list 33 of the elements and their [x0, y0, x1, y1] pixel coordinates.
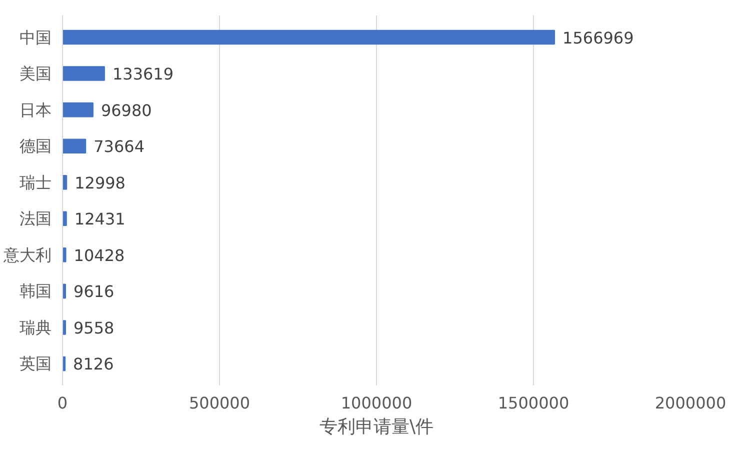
- x-axis-title: 专利申请量\件: [319, 416, 434, 438]
- y-tick-label: 瑞典: [20, 318, 52, 337]
- x-tick-label: 2000000: [654, 394, 726, 412]
- bar: [62, 174, 68, 190]
- bar: [62, 138, 86, 154]
- y-tick-label: 瑞士: [20, 172, 52, 192]
- y-tick-label: 日本: [20, 100, 52, 120]
- data-label: 1566969: [562, 28, 634, 48]
- x-tick-label: 1000000: [340, 394, 412, 412]
- data-label: 96980: [100, 100, 152, 120]
- bar: [62, 211, 67, 226]
- y-tick-label: 韩国: [20, 282, 52, 301]
- data-label: 8126: [73, 354, 114, 374]
- y-tick-label: 意大利: [2, 245, 52, 264]
- x-tick-label: 0: [57, 394, 68, 412]
- x-tick-label: 1500000: [498, 394, 570, 412]
- data-label: 73664: [94, 137, 145, 156]
- data-label: 133619: [112, 64, 174, 84]
- data-label: 9558: [74, 318, 114, 338]
- data-label: 12431: [74, 210, 126, 229]
- y-tick-label: 美国: [20, 64, 52, 84]
- y-tick-label: 英国: [20, 354, 52, 374]
- y-tick-label: 法国: [20, 209, 52, 228]
- bar: [62, 66, 105, 81]
- x-tick-label: 500000: [188, 394, 250, 412]
- bar: [62, 102, 94, 118]
- data-label: 10428: [74, 246, 125, 265]
- data-label: 12998: [74, 173, 126, 192]
- y-tick-label: 德国: [20, 136, 52, 156]
- bar: [62, 30, 556, 45]
- bar: [62, 248, 66, 262]
- y-tick-label: 中国: [20, 28, 52, 47]
- data-label: 9616: [74, 282, 114, 302]
